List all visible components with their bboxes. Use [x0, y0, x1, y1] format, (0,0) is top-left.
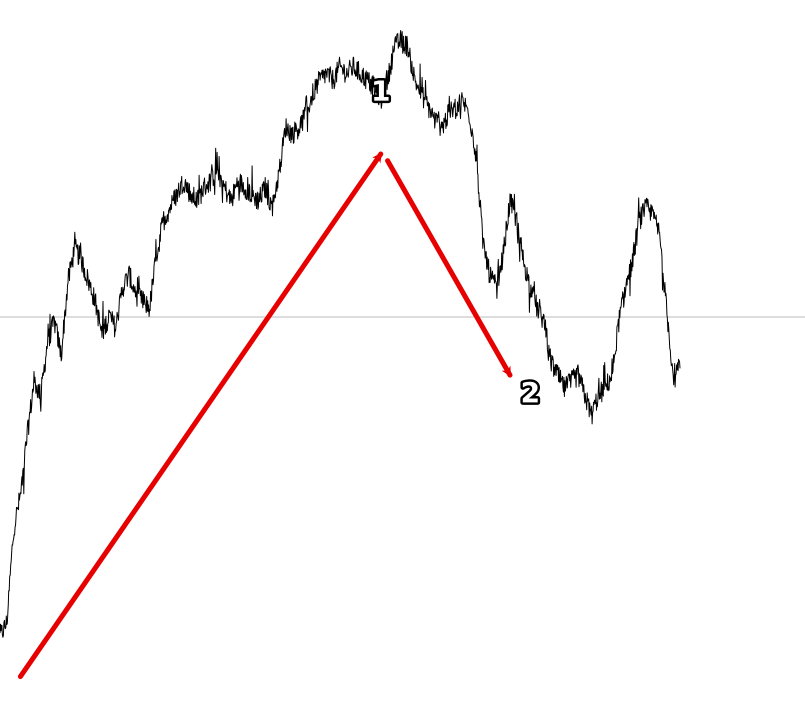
wave-1-label: 1: [371, 74, 390, 107]
price-series-line: [0, 30, 681, 638]
wave-1-arrow: [17, 151, 384, 680]
wave-2-label: 2: [521, 376, 540, 409]
wave-annotations: 1 2: [17, 72, 543, 680]
wave-2-arrow: [385, 158, 513, 378]
